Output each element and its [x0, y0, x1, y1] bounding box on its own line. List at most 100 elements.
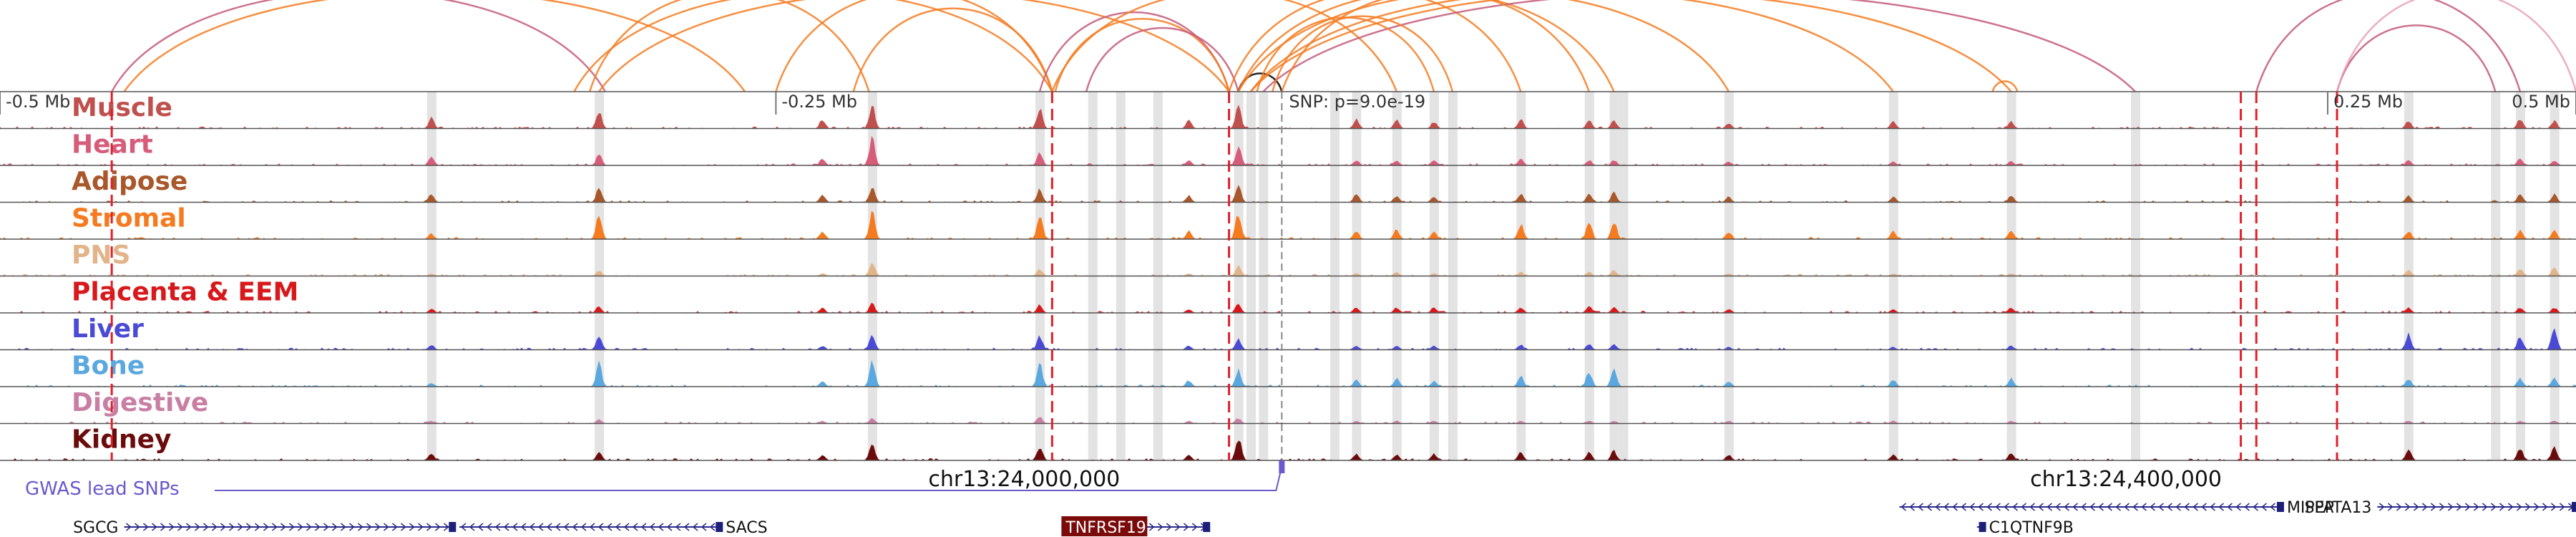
strand-arrow [615, 523, 621, 531]
strand-arrow [2456, 503, 2462, 511]
loop-arc-2 [573, 0, 1053, 92]
strand-arrow [580, 523, 587, 531]
strand-arrow [1148, 523, 1155, 531]
signal-track-9 [0, 440, 2576, 460]
strand-arrow [2115, 503, 2121, 511]
track-label-3: Stromal [72, 204, 186, 233]
strand-arrow [2141, 503, 2147, 511]
strand-arrow [460, 523, 467, 531]
strand-arrow [2507, 503, 2514, 511]
gene-exon [716, 522, 723, 532]
strand-arrow [160, 523, 166, 531]
gene-label: MIPEP [2287, 499, 2334, 517]
strand-arrow [2158, 503, 2164, 511]
strand-arrow [289, 523, 295, 531]
strand-arrow [2089, 503, 2095, 511]
strand-arrow [409, 523, 415, 531]
strand-arrow [2046, 503, 2052, 511]
strand-arrow [186, 523, 192, 531]
gene-c1qtnf9b[interactable]: C1QTNF9B [1976, 519, 2074, 537]
gene-spata13[interactable]: SPATA13 [2304, 499, 2576, 517]
strand-arrow [529, 523, 535, 531]
strand-arrow [375, 523, 381, 531]
gwas-connector-line [215, 472, 1282, 491]
gene-mipep[interactable]: MIPEP [1899, 499, 2334, 517]
strand-arrow [2175, 503, 2181, 511]
strand-arrow [658, 523, 664, 531]
strand-arrow [169, 523, 175, 531]
gene-tnfrsf19[interactable]: TNFRSF19 [1061, 516, 1211, 537]
coordinate-labels: chr13:24,000,000 chr13:24,400,000 [928, 467, 2222, 492]
strand-arrow [418, 523, 424, 531]
strand-arrow [2227, 503, 2233, 511]
strand-arrow [1918, 503, 1923, 511]
scale-label-0: -0.5 Mb [6, 92, 70, 112]
strand-arrow [401, 523, 406, 531]
strand-arrow [623, 523, 630, 531]
loop-arc-1 [123, 0, 746, 92]
strand-arrow [2404, 503, 2411, 511]
strand-arrow [203, 523, 209, 531]
gwas-snp-marker[interactable] [1279, 460, 1285, 473]
strand-arrow [212, 523, 218, 531]
strand-arrow [1901, 503, 1906, 511]
gene-label: C1QTNF9B [1989, 519, 2074, 537]
loop-arc-14 [1237, 0, 1729, 92]
track-label-9: Kidney [72, 425, 172, 455]
gene-sacs[interactable]: SACS [459, 519, 768, 537]
strand-arrow [494, 523, 501, 531]
snp-label: SNP: p=9.0e-19 [1289, 92, 1425, 112]
loop-arc-24 [2336, 0, 2576, 92]
strand-arrow [2098, 503, 2104, 511]
scale-bar: -0.5 Mb -0.25 Mb 0.25 Mb 0.5 Mb SNP: p=9.0e-… [0, 92, 2576, 460]
strand-arrow [246, 523, 252, 531]
strand-arrow [384, 523, 389, 531]
gene-sgcg[interactable]: SGCG [73, 519, 457, 537]
strand-arrow [2559, 503, 2565, 511]
strand-arrow [1157, 523, 1163, 531]
strand-arrow [2132, 503, 2138, 511]
signal-track-6 [0, 328, 2576, 350]
strand-arrow [358, 523, 364, 531]
strand-arrow [2210, 503, 2215, 511]
strand-arrow [2439, 503, 2445, 511]
strand-arrow [2235, 503, 2241, 511]
strand-arrow [1943, 503, 1949, 511]
gwas-label: GWAS lead SNPs [25, 478, 180, 500]
scale-label-3: 0.5 Mb [2512, 92, 2570, 112]
strand-arrow [632, 523, 638, 531]
strand-arrow [238, 523, 243, 531]
strand-arrow [597, 523, 604, 531]
strand-arrow [555, 523, 561, 531]
strand-arrow [1183, 523, 1189, 531]
strand-arrow [486, 523, 492, 531]
strand-arrow [1961, 503, 1966, 511]
strand-arrow [2021, 503, 2026, 511]
strand-arrow [332, 523, 338, 531]
strand-arrow [2396, 503, 2402, 511]
gene-label: SGCG [73, 519, 118, 537]
signal-track-1 [0, 135, 2576, 165]
strand-arrow [709, 523, 716, 531]
gwas-track: GWAS lead SNPs [25, 460, 1285, 500]
gene-exon [1979, 522, 1986, 532]
chromatin-loops [111, 0, 2576, 92]
strand-arrow [2482, 503, 2488, 511]
strand-arrow [2524, 503, 2531, 511]
strand-arrow [469, 523, 475, 531]
strand-arrow [1978, 503, 1984, 511]
track-label-0: Muscle [72, 93, 172, 122]
strand-arrow [366, 523, 372, 531]
strand-arrow [2253, 503, 2258, 511]
gene-label-background [1061, 516, 1148, 536]
coordinate-label-1: chr13:24,400,000 [2030, 467, 2222, 492]
strand-arrow [477, 523, 484, 531]
strand-arrow [2413, 503, 2419, 511]
loop-arc-10 [1085, 26, 1239, 92]
strand-arrow [2421, 503, 2428, 511]
gene-exon [2276, 502, 2284, 512]
strand-arrow [1909, 503, 1915, 511]
loop-arc-17 [1262, 0, 2136, 92]
loop-arc-21 [1991, 80, 2019, 92]
